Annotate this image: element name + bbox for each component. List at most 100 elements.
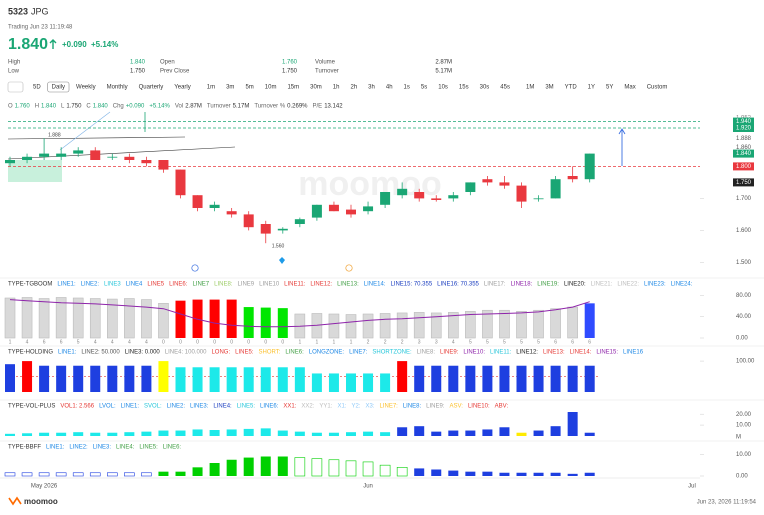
indicator-bar [192,429,203,436]
candle-body [499,182,510,186]
bar-label: 6 [588,339,591,345]
price-marker-label: 1.860 [736,145,752,151]
event-icon[interactable] [345,264,353,272]
period-tab[interactable]: 5s [421,85,427,91]
legend-item: LINE17: [484,282,506,288]
period-tab[interactable]: 5Y [606,85,613,91]
period-tab[interactable]: 15m [287,85,299,91]
period-tab[interactable]: 1Y [588,85,595,91]
period-tab[interactable]: 4h [386,85,393,91]
period-tab[interactable]: 3m [226,85,234,91]
period-tab[interactable]: 10s [438,85,448,91]
stat-value: 1.750 [130,69,146,75]
period-tab[interactable]: 5D [33,85,41,91]
period-tab[interactable]: 5m [245,85,253,91]
indicator-bar [141,365,152,392]
indicator-bar [397,361,408,392]
period-tab[interactable]: 30m [310,85,322,91]
period-tab[interactable]: Quarterly [139,85,164,91]
indicator-bar [499,365,510,392]
price-marker-label: 1.800 [736,164,752,170]
indicator-bar [260,307,271,338]
indicator-bar [363,431,374,436]
candle-body [584,153,595,180]
indicator-bar [141,431,152,436]
indicator-bar [277,456,288,476]
period-tab[interactable]: 30s [480,85,490,91]
indicator-bar [22,433,33,436]
period-tab[interactable]: 45s [500,85,510,91]
indicator-bar [311,458,323,477]
indicator-bar [584,365,595,392]
chart-type-button[interactable] [7,81,24,93]
legend-item: SHORT: [258,350,280,356]
period-tab[interactable]: Max [624,85,635,91]
candle-body [226,211,237,215]
indicator-bar [38,298,50,339]
legend-item: LONG: [211,350,230,356]
legend-item: LINE12: [516,350,538,356]
period-tab[interactable]: 1m [207,85,215,91]
indicator-bar [260,456,271,476]
indicator-bar [209,430,220,436]
bar-label: 5 [520,339,523,345]
period-tab[interactable]: 1s [404,85,410,91]
bar-label: 0 [213,339,216,345]
period-tab[interactable]: 1M [526,85,534,91]
stat-value: 5.17M [435,69,452,75]
indicator-bar [226,299,237,338]
bar-label: 6 [554,339,557,345]
legend-item: YY1: [319,404,332,410]
event-icon[interactable] [191,264,199,272]
period-tab[interactable]: 2h [350,85,357,91]
indicator-bar [482,471,493,476]
period-tab[interactable]: Yearly [174,85,190,91]
indicator-bar [226,367,237,392]
period-tab[interactable]: 10m [265,85,277,91]
indicator-bar [414,468,425,476]
candle-body [22,156,33,160]
indicator-bar [243,428,254,436]
indicator-bar [447,312,459,339]
bar-label: 5 [537,339,540,345]
period-tab[interactable]: Monthly [107,85,128,91]
indicator-bar [158,430,169,436]
price: 1.840 [8,36,48,53]
stat-label: Prev Close [160,69,190,75]
price-marker-label: 1.940 [736,119,752,125]
indicator-bar [482,309,493,339]
legend-item: LINE13: [337,282,359,288]
indicator-bar [584,303,595,338]
y-tick-label: 0.00 [736,336,748,342]
indicator-bar [431,365,442,392]
price-marker [733,124,754,132]
period-active[interactable] [47,81,70,93]
period-tab[interactable]: 1h [333,85,340,91]
bar-label: 2 [367,339,370,345]
y-tick-label: 100.00 [736,359,755,365]
legend-item: LINE16: 70.355 [437,282,479,288]
period-tab[interactable]: 3M [545,85,553,91]
event-icon[interactable] [279,257,285,264]
bar-label: 2 [401,339,404,345]
bar-label: 1 [316,339,319,345]
indicator-bar [482,365,493,392]
legend-item: LINE11: [284,282,306,288]
legend-item: ABV: [495,404,509,410]
info-label: Turnover [207,104,231,110]
indicator-bar [346,373,356,392]
period-tab[interactable]: YTD [565,85,578,91]
min-label: 1.560 [272,244,285,250]
legend-item: LINE5: [235,350,254,356]
period-tab[interactable]: 15s [459,85,469,91]
candle-body [482,179,493,183]
info-value: 0.269% [287,104,308,110]
period-tab[interactable]: Custom [647,85,668,91]
period-tab[interactable]: Weekly [76,85,96,91]
indicator-bar [55,472,67,477]
legend-item: LINE4: [116,445,135,451]
period-tab[interactable]: 3h [368,85,375,91]
period-tab[interactable]: Daily [52,85,65,91]
candle-body [294,219,305,224]
